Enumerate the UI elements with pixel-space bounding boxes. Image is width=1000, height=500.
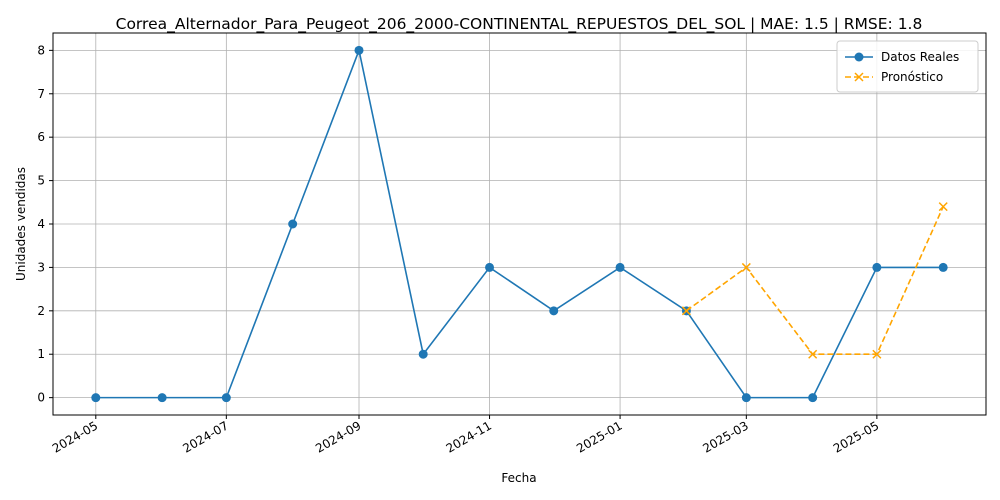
- y-tick-label: 4: [37, 217, 45, 231]
- y-tick-label: 6: [37, 130, 45, 144]
- y-tick-label: 1: [37, 347, 45, 361]
- x-tick-label: 2025-03: [700, 418, 750, 455]
- grid: [53, 33, 986, 415]
- x-axis: 2024-05 2024-07 2024-09 2024-11 2025-01 2025-…: [50, 415, 881, 456]
- x-tick-label: 2025-01: [574, 418, 624, 455]
- legend-label: Datos Reales: [881, 50, 959, 64]
- x-axis-label: Fecha: [501, 471, 536, 485]
- y-tick-label: 7: [37, 87, 45, 101]
- y-tick-label: 0: [37, 391, 45, 405]
- y-tick-label: 5: [37, 174, 45, 188]
- series: [681, 202, 948, 359]
- data-point: [808, 393, 818, 403]
- y-tick-label: 3: [37, 260, 45, 274]
- data-point: [91, 393, 101, 403]
- data-point: [221, 393, 231, 403]
- data-point: [854, 72, 864, 82]
- y-tick-label: 8: [37, 43, 45, 57]
- y-axis-label: Unidades vendidas: [14, 167, 28, 281]
- y-tick-label: 2: [37, 304, 45, 318]
- legend-label: Pronóstico: [881, 70, 943, 84]
- y-axis: 0 1 2 3 4 5 6 7 8: [37, 43, 53, 405]
- data-point: [854, 52, 864, 62]
- data-point: [485, 262, 495, 272]
- series-line: [685, 206, 944, 356]
- data-point: [354, 45, 364, 55]
- data-point: [808, 349, 818, 359]
- data-point: [157, 393, 167, 403]
- x-tick-label: 2024-11: [444, 418, 494, 455]
- data-point: [288, 219, 298, 229]
- data-point: [615, 262, 625, 272]
- chart-title: Correa_Alternador_Para_Peugeot_206_2000-…: [116, 15, 923, 34]
- data-point: [741, 393, 751, 403]
- data-point: [872, 349, 882, 359]
- x-tick-label: 2025-05: [831, 418, 881, 455]
- data-point: [418, 349, 428, 359]
- data-point: [872, 262, 882, 272]
- x-tick-label: 2024-09: [313, 418, 363, 455]
- series-layer: [91, 45, 948, 403]
- data-point: [549, 306, 559, 316]
- data-point: [741, 262, 751, 272]
- legend: Datos Reales Pronóstico: [836, 40, 979, 93]
- data-point: [938, 262, 948, 272]
- legend-box: [836, 40, 979, 93]
- data-point: [938, 202, 948, 212]
- series-line: [95, 47, 944, 399]
- legend-entry: Pronóstico: [845, 70, 943, 84]
- legend-entry: Datos Reales: [845, 50, 959, 64]
- x-tick-label: 2024-07: [180, 418, 230, 455]
- x-tick-label: 2024-05: [50, 418, 100, 455]
- data-point: [681, 306, 691, 316]
